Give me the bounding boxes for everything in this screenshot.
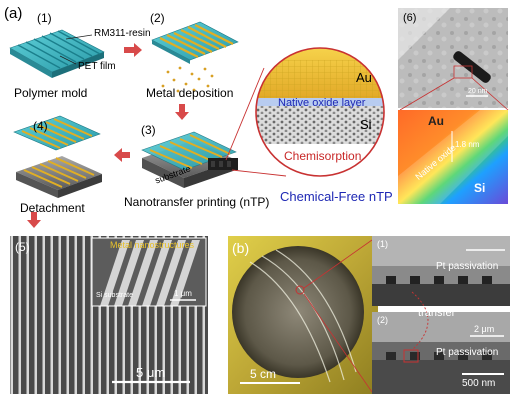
step1-polymer-mold — [9, 29, 105, 78]
sem5-number: (5) — [15, 240, 30, 254]
photo-scale-label: 5 cm — [250, 367, 277, 381]
sem5-scale-label: 5 μm — [136, 365, 166, 380]
sem-b2-scale-top: 2 μm — [474, 324, 495, 334]
zoom-oxide-label: Native oxide layer — [278, 97, 366, 109]
zoom-circle — [255, 47, 385, 177]
zoom-au-label: Au — [356, 70, 372, 85]
sem5-inset-substrate: Si substrate — [96, 292, 133, 299]
tem-thickness-label: 1.8 nm — [455, 140, 480, 149]
step2-metal-deposition — [151, 21, 239, 93]
sem5-inset-scale: 1 μm — [174, 289, 192, 298]
step3-nanotransfer-printing — [141, 131, 238, 188]
pet-film-label: PET film — [78, 61, 116, 72]
arrow-2-to-3 — [175, 104, 189, 120]
step1-number: (1) — [37, 11, 52, 25]
arrow-1-to-2 — [124, 43, 142, 57]
tem-number: (6) — [403, 12, 417, 24]
step4-number: (4) — [33, 119, 48, 133]
step2-caption: Metal deposition — [146, 86, 234, 100]
process-arrows — [27, 43, 189, 228]
sem-b1-passivation-label: Pt passivation — [436, 261, 499, 272]
method-label: Chemical-Free nTP — [280, 189, 393, 204]
step4-caption: Detachment — [20, 201, 85, 215]
sem-b2-passivation-label: Pt passivation — [436, 347, 499, 358]
panel-a-letter: (a) — [4, 5, 23, 22]
photo-zoom-lines — [303, 239, 373, 393]
transfer-label: transfer — [418, 307, 456, 319]
tem-color-map — [398, 110, 508, 204]
sem-b2-scale-bottom: 500 nm — [462, 378, 496, 389]
sem-b1-number: (1) — [377, 239, 388, 249]
tem-image-6 — [398, 8, 508, 108]
zoom-si-label: Si — [360, 117, 372, 132]
step1-caption: Polymer mold — [14, 86, 88, 100]
tem-zoom-lines — [399, 77, 509, 111]
step3-number: (3) — [141, 123, 156, 137]
wafer-photo — [228, 236, 378, 394]
resin-label: RM311-resin — [94, 28, 151, 39]
tem-scale-label: 20 nm — [468, 88, 488, 95]
step4-detachment — [13, 115, 102, 198]
sem5-inset-label: Metal nanostructures — [110, 240, 195, 250]
step3-caption: Nanotransfer printing (nTP) — [124, 195, 270, 209]
sem-image-b2 — [372, 291, 510, 394]
sem-image-b1 — [372, 236, 510, 306]
zoom-chemisorption-label: Chemisorption — [284, 149, 362, 163]
arrow-3-to-4 — [114, 148, 130, 162]
step2-number: (2) — [150, 11, 165, 25]
zoom-connector-lines — [225, 67, 287, 177]
panel-b-letter: (b) — [232, 240, 250, 256]
tem-au-label: Au — [428, 114, 444, 128]
arrow-4-to-5 — [27, 212, 41, 228]
sem-image-5 — [10, 236, 208, 394]
sem-b2-number: (2) — [377, 315, 388, 325]
tem-si-label: Si — [474, 181, 486, 195]
